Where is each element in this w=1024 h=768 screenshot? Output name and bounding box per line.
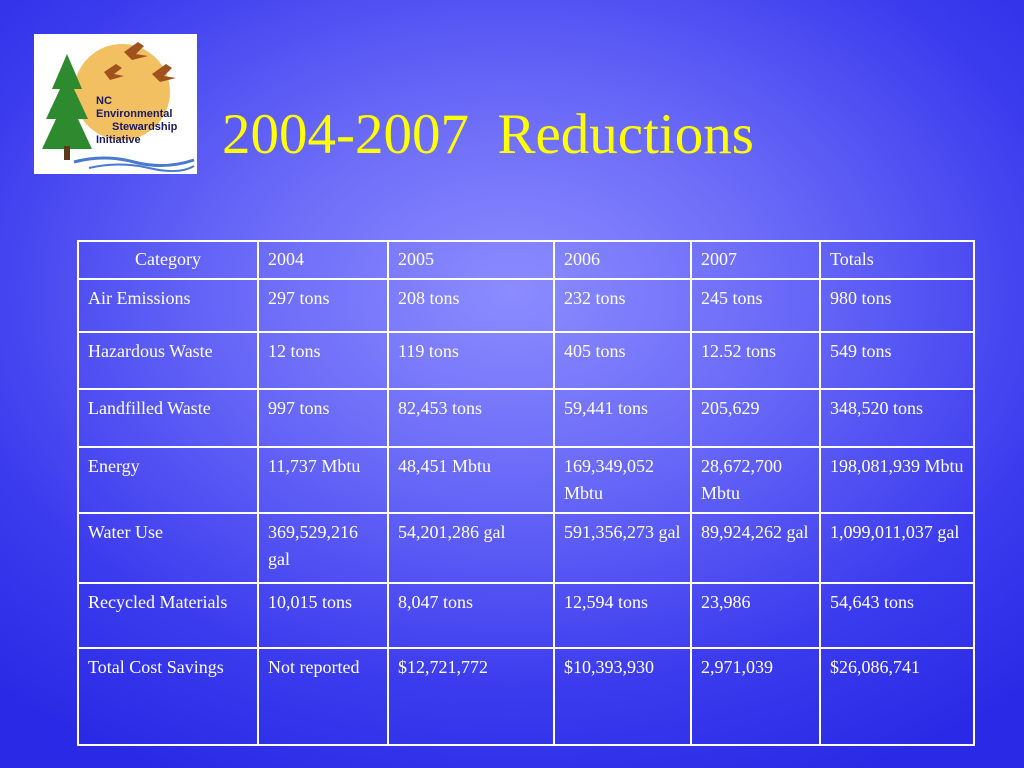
table-cell: Total Cost Savings (77, 647, 259, 746)
logo-text: Initiative (96, 134, 141, 146)
table-row: Water Use 369,529,216 gal 54,201,286 gal 59… (77, 512, 975, 584)
table-cell: 48,451 Mbtu (387, 446, 555, 514)
data-table: Category 2004 2005 2006 2007 Totals Air Emissi… (77, 240, 975, 746)
table-cell: 348,520 tons (819, 388, 975, 448)
table-cell: 549 tons (819, 331, 975, 390)
table-cell: 208 tons (387, 278, 555, 333)
table-cell: 89,924,262 gal (690, 512, 821, 584)
slide-title: 2004-2007 Reductions (222, 103, 754, 166)
table-cell: 12 tons (257, 331, 389, 390)
header-cell: 2007 (690, 240, 821, 280)
table-cell: $26,086,741 (819, 647, 975, 746)
table-cell: 232 tons (553, 278, 692, 333)
table-row: Air Emissions 297 tons 208 tons 232 tons 245… (77, 278, 975, 333)
table-cell: 23,986 (690, 582, 821, 649)
table-cell: Air Emissions (77, 278, 259, 333)
table-cell: 59,441 tons (553, 388, 692, 448)
birds (104, 42, 176, 82)
table-cell: 980 tons (819, 278, 975, 333)
table-cell: 405 tons (553, 331, 692, 390)
table-cell: 198,081,939 Mbtu (819, 446, 975, 514)
logo: NC Environmental Stewardship Initiative (34, 34, 197, 174)
sun (74, 44, 170, 140)
logo-text: NC (96, 95, 112, 107)
table-cell: 54,201,286 gal (387, 512, 555, 584)
table-row: Recycled Materials 10,015 tons 8,047 tons 1… (77, 582, 975, 649)
table-cell: 2,971,039 (690, 647, 821, 746)
table-row: Landfilled Waste 997 tons 82,453 tons 59,44… (77, 388, 975, 448)
table-cell: Not reported (257, 647, 389, 746)
table-cell: 997 tons (257, 388, 389, 448)
table-cell: Landfilled Waste (77, 388, 259, 448)
table-cell: 10,015 tons (257, 582, 389, 649)
table-cell: Recycled Materials (77, 582, 259, 649)
logo-text: Environmental (96, 108, 172, 120)
header-cell: 2004 (257, 240, 389, 280)
logo-text: Stewardship (112, 121, 178, 133)
table-cell: 82,453 tons (387, 388, 555, 448)
table-row: Energy 11,737 Mbtu 48,451 Mbtu 169,349,052 … (77, 446, 975, 514)
table-cell: 591,356,273 gal (553, 512, 692, 584)
table-cell: 245 tons (690, 278, 821, 333)
trunk (64, 146, 70, 160)
header-cell: Category (77, 240, 259, 280)
table-cell: 297 tons (257, 278, 389, 333)
table-cell: 8,047 tons (387, 582, 555, 649)
table-cell: 119 tons (387, 331, 555, 390)
table-cell: 54,643 tons (819, 582, 975, 649)
table-cell: Water Use (77, 512, 259, 584)
table-cell: 12.52 tons (690, 331, 821, 390)
header-cell: 2006 (553, 240, 692, 280)
table-cell: 12,594 tons (553, 582, 692, 649)
table-cell: 11,737 Mbtu (257, 446, 389, 514)
table-cell: Energy (77, 446, 259, 514)
table-cell: 169,349,052 Mbtu (553, 446, 692, 514)
table-row: Hazardous Waste 12 tons 119 tons 405 tons 12… (77, 331, 975, 390)
table-cell: $12,721,772 (387, 647, 555, 746)
table-cell: 205,629 (690, 388, 821, 448)
table-cell: 28,672,700 Mbtu (690, 446, 821, 514)
table-cell: Hazardous Waste (77, 331, 259, 390)
tree (42, 54, 92, 149)
water (73, 156, 195, 167)
table-cell: 1,099,011,037 gal (819, 512, 975, 584)
header-cell: Totals (819, 240, 975, 280)
table-cell: 369,529,216 gal (257, 512, 389, 584)
header-cell: 2005 (387, 240, 555, 280)
table-row: Total Cost Savings Not reported $12,721,77… (77, 647, 975, 746)
header-row: Category 2004 2005 2006 2007 Totals (77, 240, 975, 280)
water (88, 163, 195, 172)
table-cell: $10,393,930 (553, 647, 692, 746)
